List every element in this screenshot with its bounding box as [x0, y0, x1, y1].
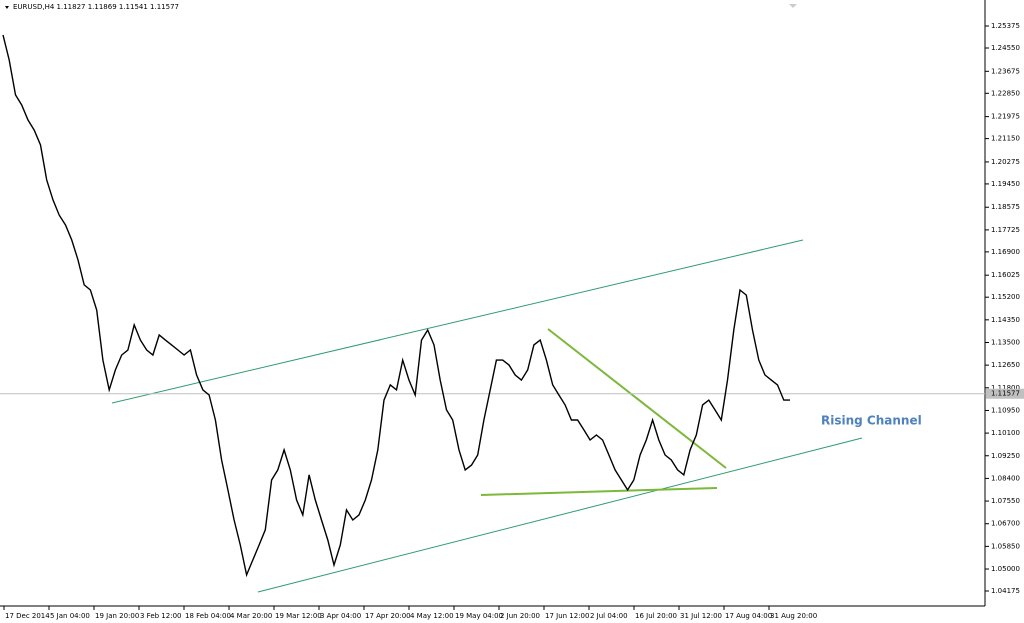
price-line — [2, 34, 790, 578]
triangle-upper — [547, 328, 727, 469]
y-tick-label: 1.24550 — [991, 44, 1020, 52]
triangle-lower — [480, 487, 718, 496]
y-tick-label: 1.20275 — [991, 158, 1020, 166]
y-tick-label: 1.05850 — [991, 542, 1020, 550]
x-tick-label: 19 May 04:00 — [455, 612, 503, 620]
y-tick-label: 1.22850 — [991, 89, 1020, 97]
y-tick-label: 1.16900 — [991, 248, 1020, 256]
y-tick-label: 1.17725 — [991, 226, 1020, 234]
x-tick-label: 4 Mar 20:00 — [230, 612, 272, 620]
x-tick-label: 31 Aug 20:00 — [770, 612, 817, 620]
y-tick-label: 1.12650 — [991, 361, 1020, 369]
y-tick-label: 1.08400 — [991, 474, 1020, 482]
y-tick-label: 1.04175 — [991, 587, 1020, 595]
scroll-marker — [789, 4, 797, 8]
y-tick-label: 1.10100 — [991, 429, 1020, 437]
x-tick-label: 2 Jun 20:00 — [500, 612, 540, 620]
last-price-box — [986, 388, 1024, 399]
x-tick-label: 2 Jul 04:00 — [590, 612, 628, 620]
chart-title: EURUSD,H4 1.11827 1.11869 1.11541 1.1157… — [13, 3, 179, 11]
x-tick-label: 18 Feb 04:00 — [185, 612, 231, 620]
y-tick-label: 1.13500 — [991, 338, 1020, 346]
x-tick-label: 19 Jan 20:00 — [95, 612, 139, 620]
y-tick-label: 1.18575 — [991, 203, 1020, 211]
y-tick-label: 1.14350 — [991, 316, 1020, 324]
y-tick-label: 1.10950 — [991, 406, 1020, 414]
x-tick-label: 4 May 12:00 — [410, 612, 454, 620]
last-price-label: 1.11577 — [991, 390, 1020, 398]
x-tick-label: 17 Jun 12:00 — [545, 612, 589, 620]
x-tick-label: 3 Apr 04:00 — [320, 612, 361, 620]
annotation: Rising Channel — [821, 414, 922, 428]
x-tick-label: 17 Aug 04:00 — [725, 612, 772, 620]
y-tick-label: 1.06700 — [991, 520, 1020, 528]
channel-upper — [111, 239, 804, 404]
y-tick-label: 1.16025 — [991, 271, 1020, 279]
x-tick-label: 16 Jul 20:00 — [635, 612, 677, 620]
y-tick-label: 1.15200 — [991, 293, 1020, 301]
y-tick-label: 1.25375 — [991, 22, 1020, 30]
menu-arrow — [5, 6, 9, 9]
y-tick-label: 1.21975 — [991, 113, 1020, 121]
x-tick-label: 19 Mar 12:00 — [275, 612, 322, 620]
x-tick-label: 5 Jan 04:00 — [50, 612, 90, 620]
channel-lower — [257, 437, 863, 593]
y-tick-label: 1.19450 — [991, 180, 1020, 188]
y-tick-label: 1.23675 — [991, 67, 1020, 75]
x-tick-label: 17 Apr 20:00 — [365, 612, 411, 620]
x-tick-label: 31 Jul 12:00 — [680, 612, 722, 620]
y-tick-label: 1.11800 — [991, 384, 1020, 392]
y-tick-label: 1.05000 — [991, 565, 1020, 573]
y-tick-label: 1.07550 — [991, 497, 1020, 505]
y-tick-label: 1.09250 — [991, 452, 1020, 460]
x-tick-label: 3 Feb 12:00 — [140, 612, 181, 620]
x-tick-label: 17 Dec 2014 — [5, 612, 50, 620]
y-tick-label: 1.21150 — [991, 135, 1020, 143]
